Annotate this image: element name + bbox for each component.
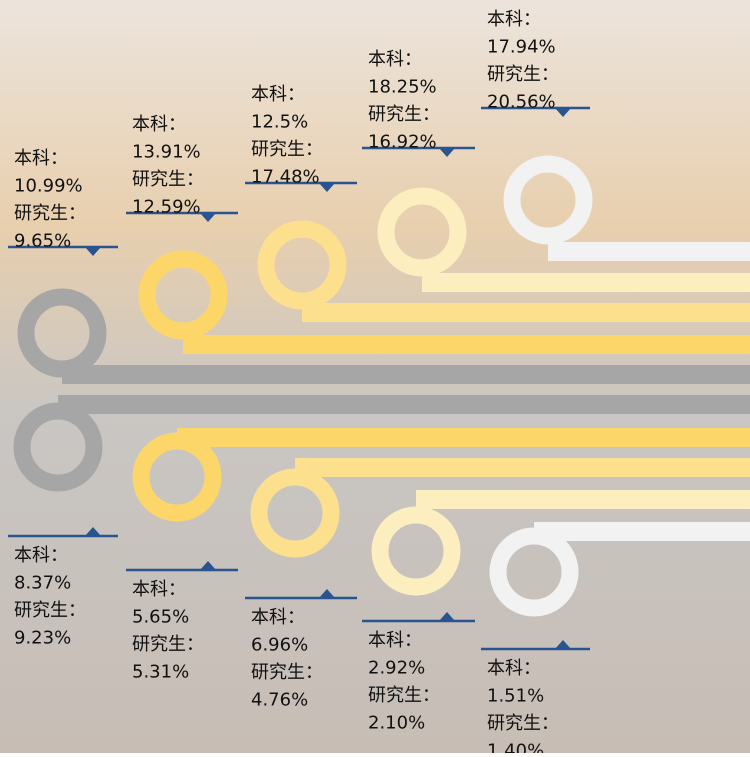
bar — [183, 335, 750, 354]
bar — [548, 242, 750, 261]
label-text: 本科： — [251, 84, 305, 105]
pointer — [439, 148, 455, 157]
label-text: 16.92% — [368, 132, 437, 153]
bar — [302, 303, 750, 322]
ring — [503, 155, 593, 245]
label-text: 本科： — [487, 658, 541, 679]
bar — [58, 395, 750, 414]
label-text: 研究生： — [14, 203, 86, 224]
label-text: 5.31% — [132, 662, 189, 683]
ring — [250, 468, 340, 558]
label-text: 研究生： — [487, 713, 559, 734]
label-text: 12.5% — [251, 112, 308, 133]
label-text: 研究生： — [14, 600, 86, 621]
label-text: 本科： — [368, 49, 422, 70]
label-text: 18.25% — [368, 77, 437, 98]
ring — [377, 187, 467, 277]
bar — [62, 365, 750, 384]
shapes — [13, 155, 750, 617]
label-text: 研究生： — [487, 64, 559, 85]
label-text: 2.10% — [368, 713, 425, 734]
label-text: 5.65% — [132, 607, 189, 628]
pointer — [85, 527, 101, 536]
label-text: 本科： — [132, 579, 186, 600]
label-text: 1.40% — [487, 741, 544, 754]
label-text: 研究生： — [368, 685, 440, 706]
label-text: 9.65% — [14, 231, 71, 252]
label-text: 研究生： — [132, 169, 204, 190]
label-text: 17.48% — [251, 167, 320, 188]
bar — [534, 522, 750, 541]
label-text: 10.99% — [14, 176, 83, 197]
bar — [422, 273, 750, 292]
label-text: 4.76% — [251, 690, 308, 711]
ring — [257, 220, 347, 310]
label-text: 研究生： — [251, 662, 323, 683]
label-text: 本科： — [14, 148, 68, 169]
label-text: 本科： — [487, 9, 541, 30]
pointer — [85, 247, 101, 256]
ring — [371, 506, 461, 596]
pointer — [200, 561, 216, 570]
label-text: 13.91% — [132, 142, 201, 163]
pointer — [555, 108, 571, 117]
ring — [17, 288, 107, 378]
bar — [416, 490, 750, 509]
label-text: 本科： — [251, 607, 305, 628]
label-text: 2.92% — [368, 658, 425, 679]
bar — [295, 458, 750, 477]
ring — [132, 432, 222, 522]
label-text: 研究生： — [132, 634, 204, 655]
pointer — [319, 589, 335, 598]
label-text: 17.94% — [487, 37, 556, 58]
label-text: 研究生： — [368, 104, 440, 125]
ring — [13, 402, 103, 492]
label-text: 研究生： — [251, 139, 323, 160]
label-text: 9.23% — [14, 628, 71, 649]
label-text: 6.96% — [251, 635, 308, 656]
label-text: 本科： — [368, 630, 422, 651]
label-text: 本科： — [14, 545, 68, 566]
label-text: 本科： — [132, 114, 186, 135]
bar — [177, 428, 750, 447]
label-text: 12.59% — [132, 197, 201, 218]
pointer — [555, 640, 571, 649]
pointer — [200, 213, 216, 222]
label-text: 8.37% — [14, 573, 71, 594]
label-text: 20.56% — [487, 92, 556, 113]
pointer — [319, 183, 335, 192]
ring — [489, 527, 579, 617]
pointer — [439, 612, 455, 621]
ring — [138, 250, 228, 340]
label-text: 1.51% — [487, 686, 544, 707]
